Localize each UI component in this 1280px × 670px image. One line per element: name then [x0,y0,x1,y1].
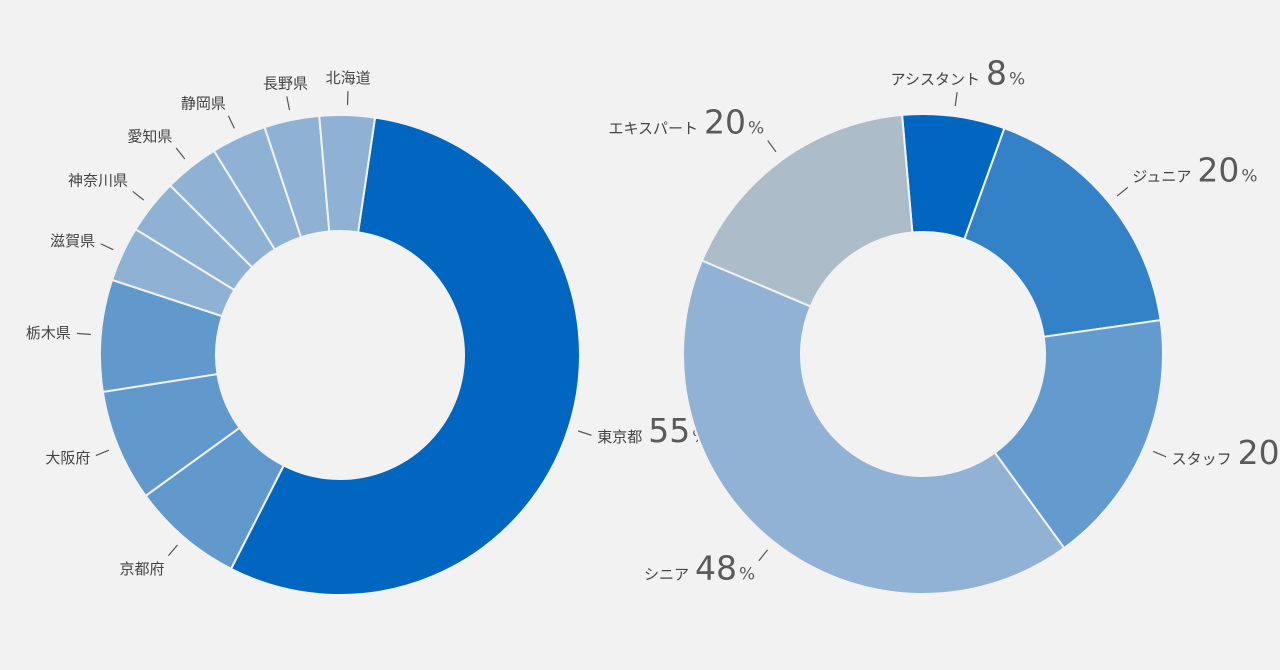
leader-line-level-1 [1116,186,1129,197]
slice-name-pref-5: 神奈川県 [68,172,128,190]
label-pref-3: 栃木県 [26,324,71,342]
label-pref-1: 京都府 [120,560,165,578]
slice-level-4 [700,113,914,308]
slice-name-pref-3: 栃木県 [26,324,71,342]
label-pref-8: 長野県 [263,75,308,93]
slice-value-level-0: 8 [986,53,1007,92]
leader-line-pref-7 [227,115,235,129]
slice-name-pref-4: 滋賀県 [50,232,95,250]
leader-line-pref-2 [95,449,110,457]
leader-line-level-0 [954,92,958,107]
leader-line-pref-0 [577,430,592,436]
label-pref-5: 神奈川県 [68,172,128,190]
slice-unit-level-3: % [739,564,755,584]
label-level-3: シニア 48% [644,548,755,587]
leader-line-pref-3 [76,332,91,336]
leader-line-pref-1 [167,544,178,557]
slice-name-pref-0: 東京都 [597,428,642,446]
slice-unit-level-0: % [1009,69,1025,89]
slice-level-1 [963,126,1162,338]
slice-value-level-4: 20 [704,103,746,142]
slice-name-pref-8: 長野県 [263,75,308,93]
slice-name-pref-1: 京都府 [120,560,165,578]
slice-name-level-4: エキスパート [608,120,698,138]
slice-value-level-3: 48 [695,548,737,587]
slice-name-level-3: シニア [644,565,689,583]
leader-line-level-3 [758,549,769,562]
slice-pref-0 [229,116,581,596]
slice-name-level-0: アシスタント [891,70,980,88]
slice-name-level-2: スタッフ [1172,450,1232,468]
slice-name-pref-6: 愛知県 [127,127,172,145]
slice-value-level-2: 20 [1238,433,1280,472]
slice-name-pref-9: 北海道 [326,69,371,87]
slice-name-level-1: ジュニア [1132,168,1191,186]
leader-line-pref-4 [100,243,114,251]
slice-value-pref-0: 55 [648,411,690,450]
leader-line-pref-8 [286,96,291,111]
slice-level-2 [993,319,1164,550]
label-pref-9: 北海道 [326,69,371,87]
label-level-4: エキスパート 20% [608,103,764,142]
slice-level-3 [682,259,1066,595]
leader-line-pref-6 [175,147,186,160]
label-pref-6: 愛知県 [127,127,172,145]
label-pref-2: 大阪府 [45,449,90,467]
slice-unit-level-1: % [1241,167,1257,187]
slice-name-pref-2: 大阪府 [45,449,90,467]
label-pref-4: 滋賀県 [50,232,95,250]
label-level-1: ジュニア 20% [1132,151,1257,190]
leader-line-level-2 [1153,450,1167,458]
label-level-0: アシスタント 8% [891,53,1026,92]
slice-unit-level-4: % [748,119,764,139]
leader-line-pref-5 [132,190,145,201]
label-pref-7: 静岡県 [181,94,226,112]
slice-pref-9 [318,114,377,234]
leader-line-level-4 [767,140,777,153]
slice-name-pref-7: 静岡県 [181,94,226,112]
slice-value-level-1: 20 [1197,151,1239,190]
